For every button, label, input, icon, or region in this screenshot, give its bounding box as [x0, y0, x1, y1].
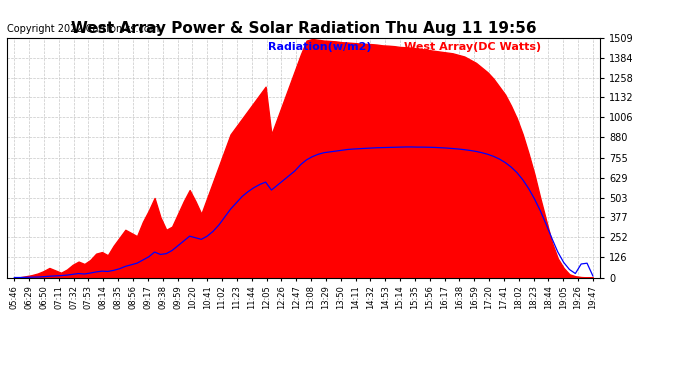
Text: Copyright 2022 Cartronics.com: Copyright 2022 Cartronics.com: [7, 24, 159, 34]
Title: West Array Power & Solar Radiation Thu Aug 11 19:56: West Array Power & Solar Radiation Thu A…: [71, 21, 536, 36]
Text: Radiation(w/m2): Radiation(w/m2): [268, 42, 371, 52]
Text: West Array(DC Watts): West Array(DC Watts): [404, 42, 542, 52]
